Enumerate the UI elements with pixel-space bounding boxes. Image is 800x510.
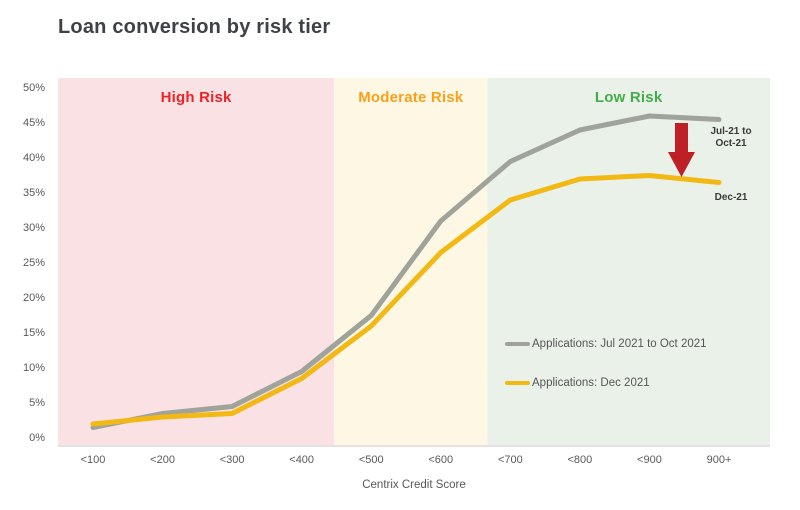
legend-swatch-gray-line xyxy=(505,342,530,346)
legend-item-dec: Applications: Dec 2021 xyxy=(505,375,707,391)
legend-item-jul-oct: Applications: Jul 2021 to Oct 2021 xyxy=(505,336,707,352)
annotation-jul-oct-label: Jul-21 to Oct-21 xyxy=(701,126,761,150)
page-title: Loan conversion by risk tier xyxy=(58,16,331,38)
legend-label: Applications: Dec 2021 xyxy=(532,377,650,389)
annotation-line-2: Oct-21 xyxy=(715,138,747,149)
x-axis-title: Centrix Credit Score xyxy=(362,479,466,491)
legend-label: Applications: Jul 2021 to Oct 2021 xyxy=(532,338,707,350)
annotation-dec-label: Dec-21 xyxy=(714,192,748,203)
series-line-applications-jul-2021-to-oct-2021 xyxy=(90,113,722,430)
legend: Applications: Jul 2021 to Oct 2021 Appli… xyxy=(505,336,707,414)
annotation-line-1: Jul-21 to xyxy=(710,126,752,137)
zone-low-risk xyxy=(487,78,770,445)
series-line-applications-dec-2021 xyxy=(90,173,722,427)
legend-swatch-yellow-line xyxy=(505,381,530,385)
zone-high-risk xyxy=(58,78,335,445)
decline-arrow-icon xyxy=(668,123,695,177)
